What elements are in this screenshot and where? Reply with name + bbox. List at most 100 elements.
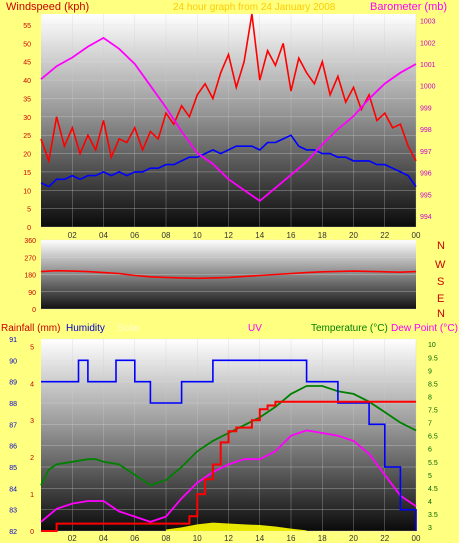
direction-tick-label: 360 [24, 238, 36, 245]
gust-line [40, 13, 417, 165]
windspeed-tick-label: 45 [23, 60, 31, 67]
dewpoint-axis-title: Dew Point (°C) [391, 323, 458, 334]
direction-tick-label: 180 [24, 273, 36, 280]
x-tick-label: 02 [68, 231, 77, 240]
x-tick-label: 20 [349, 231, 358, 240]
humidity-tick-label: 91 [9, 337, 17, 344]
windspeed-tick-label: 20 [23, 152, 31, 159]
compass-e: E [437, 293, 444, 305]
uv-axis-title: UV [248, 323, 262, 334]
windspeed-tick-label: 25 [23, 133, 31, 140]
x-tick-label: 06 [130, 231, 139, 240]
temperature-tick-label: 3.5 [428, 512, 438, 519]
rainfall-tick-label: 5 [30, 344, 34, 351]
windspeed-tick-label: 10 [23, 188, 31, 195]
barometer-tick-label: 997 [420, 149, 432, 156]
x-tick-label: 12 [224, 231, 233, 240]
x-tick-label: 20 [349, 534, 358, 543]
windspeed-tick-label: 50 [23, 41, 31, 48]
barometer-tick-label: 1002 [420, 40, 436, 47]
temperature-tick-label: 5.5 [428, 460, 438, 467]
temperature-tick-label: 7.5 [428, 408, 438, 415]
compass-letters: N W S E N [435, 240, 446, 320]
temperature-tick-label: 8 [428, 394, 432, 401]
temperature-tick-label: 10 [428, 342, 436, 349]
x-tick-label: 00 [412, 231, 421, 240]
dewpoint-line [40, 429, 417, 523]
direction-line [40, 269, 417, 280]
temperature-tick-label: 4.5 [428, 486, 438, 493]
x-tick-label: 08 [162, 231, 171, 240]
x-tick-label: 04 [99, 534, 108, 543]
x-tick-label: 04 [99, 231, 108, 240]
temperature-tick-label: 5 [428, 473, 432, 480]
rainfall-tick-label: 0 [30, 529, 34, 536]
x-tick-label: 22 [380, 534, 389, 543]
x-tick-label: 02 [68, 534, 77, 543]
x-tick-label: 18 [318, 534, 327, 543]
humidity-tick-label: 84 [9, 486, 17, 493]
avg-wind-line [40, 134, 417, 188]
x-tick-label: 12 [224, 534, 233, 543]
x-tick-label: 18 [318, 231, 327, 240]
barometer-tick-label: 998 [420, 127, 432, 134]
temperature-tick-label: 6.5 [428, 434, 438, 441]
compass-n-top: N [437, 240, 445, 252]
temperature-tick-label: 7 [428, 421, 432, 428]
humidity-tick-label: 87 [9, 422, 17, 429]
barometer-tick-label: 999 [420, 105, 432, 112]
humidity-tick-label: 89 [9, 380, 17, 387]
windspeed-tick-label: 0 [27, 225, 31, 232]
temperature-tick-label: 6 [428, 447, 432, 454]
rainfall-axis-title: Rainfall (mm) [1, 323, 60, 334]
compass-n-bottom: N [437, 308, 445, 320]
temperature-tick-label: 4 [428, 499, 432, 506]
humidity-tick-label: 82 [9, 529, 17, 536]
rainfall-tick-label: 3 [30, 418, 34, 425]
humidity-axis-title: Humidity [66, 323, 105, 334]
x-tick-label: 08 [162, 534, 171, 543]
axis-labels: 0510152025303540455055994995996997998999… [9, 19, 438, 543]
rainfall-line [41, 400, 416, 532]
rainfall-tick-label: 1 [30, 492, 34, 499]
barometer-tick-label: 994 [420, 214, 432, 221]
x-tick-label: 16 [287, 231, 296, 240]
rainfall-tick-label: 2 [30, 455, 34, 462]
solar-area [166, 522, 307, 531]
direction-series [40, 269, 417, 280]
barometer-tick-label: 1003 [420, 19, 436, 26]
windspeed-tick-label: 55 [23, 23, 31, 30]
temperature-tick-label: 8.5 [428, 381, 438, 388]
wind-series [40, 13, 417, 203]
windspeed-tick-label: 35 [23, 96, 31, 103]
temperature-line [40, 385, 417, 487]
windspeed-tick-label: 30 [23, 115, 31, 122]
temperature-tick-label: 3 [428, 525, 432, 532]
humidity-tick-label: 90 [9, 358, 17, 365]
windspeed-tick-label: 5 [27, 207, 31, 214]
direction-tick-label: 0 [32, 307, 36, 314]
x-tick-label: 22 [380, 231, 389, 240]
humidity-tick-label: 83 [9, 508, 17, 515]
x-tick-label: 14 [255, 231, 264, 240]
humidity-line [41, 359, 417, 531]
temperature-tick-label: 9 [428, 368, 432, 375]
rainfall-tick-label: 4 [30, 381, 34, 388]
solar-axis-title: Solar [117, 323, 141, 334]
x-tick-label: 00 [412, 534, 421, 543]
compass-w: W [435, 259, 446, 271]
compass-s: S [437, 276, 444, 288]
barometer-tick-label: 996 [420, 171, 432, 178]
temperature-tick-label: 9.5 [428, 355, 438, 362]
humidity-tick-label: 88 [9, 401, 17, 408]
x-tick-label: 10 [193, 231, 202, 240]
barometer-tick-label: 1001 [420, 62, 436, 69]
direction-tick-label: 90 [28, 290, 36, 297]
barometer-axis-title: Barometer (mb) [370, 1, 447, 13]
x-tick-label: 16 [287, 534, 296, 543]
windspeed-axis-title: Windspeed (kph) [6, 1, 89, 13]
windspeed-tick-label: 15 [23, 170, 31, 177]
direction-tick-label: 270 [24, 255, 36, 262]
